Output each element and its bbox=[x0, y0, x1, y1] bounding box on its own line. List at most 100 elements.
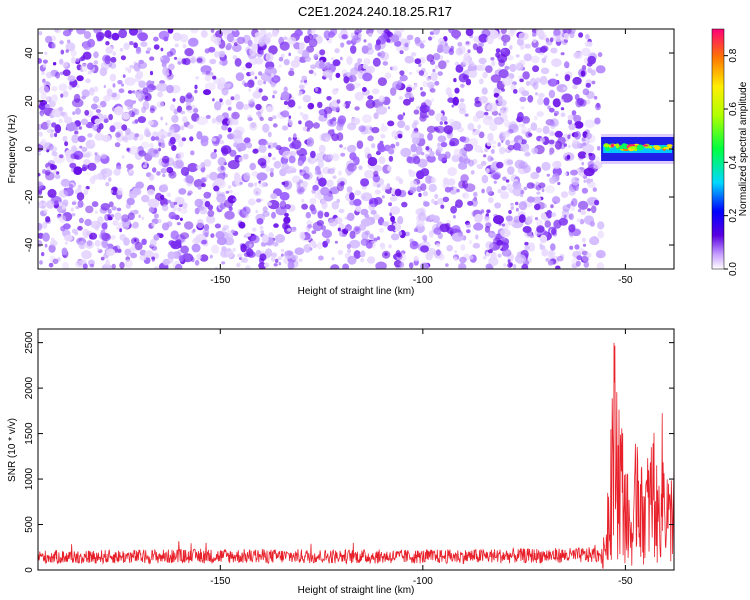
noise-blob bbox=[265, 165, 271, 173]
noise-blob bbox=[577, 200, 589, 210]
noise-blob bbox=[485, 251, 491, 257]
noise-blob bbox=[134, 241, 143, 251]
noise-blob bbox=[249, 162, 256, 171]
noise-blob bbox=[301, 198, 305, 203]
noise-blob bbox=[149, 56, 155, 61]
noise-blob bbox=[337, 170, 343, 176]
noise-blob bbox=[429, 150, 435, 157]
noise-blob bbox=[173, 108, 178, 115]
noise-blob bbox=[167, 199, 172, 204]
noise-blob bbox=[580, 209, 587, 215]
noise-blob bbox=[541, 188, 545, 193]
noise-blob bbox=[426, 125, 436, 133]
noise-blob bbox=[279, 191, 290, 201]
noise-blob bbox=[288, 115, 292, 119]
noise-blob bbox=[190, 57, 196, 64]
noise-blob bbox=[529, 215, 534, 219]
noise-blob bbox=[81, 95, 87, 100]
noise-blob bbox=[68, 183, 74, 190]
noise-blob bbox=[408, 71, 413, 75]
noise-blob bbox=[386, 183, 391, 188]
noise-blob bbox=[550, 243, 556, 251]
noise-blob bbox=[487, 249, 493, 254]
noise-blob bbox=[585, 82, 591, 88]
noise-blob bbox=[459, 256, 467, 264]
noise-blob bbox=[302, 113, 309, 121]
noise-blob bbox=[258, 88, 263, 93]
noise-blob bbox=[204, 82, 216, 91]
noise-blob bbox=[221, 261, 226, 265]
noise-blob bbox=[443, 125, 453, 135]
noise-blob bbox=[538, 92, 545, 99]
noise-blob bbox=[373, 170, 379, 177]
colorbar-label: Normalized spectral amplitude bbox=[738, 81, 749, 216]
noise-blob bbox=[362, 196, 366, 199]
noise-blob bbox=[168, 211, 177, 220]
noise-blob bbox=[216, 237, 227, 246]
noise-blob bbox=[331, 201, 340, 210]
noise-blob bbox=[106, 88, 113, 97]
noise-blob bbox=[127, 212, 135, 221]
noise-blob bbox=[216, 193, 226, 203]
noise-blob bbox=[485, 241, 494, 250]
noise-blob bbox=[420, 245, 429, 253]
noise-blob bbox=[431, 35, 435, 39]
noise-blob bbox=[249, 70, 255, 77]
noise-blob bbox=[255, 249, 262, 258]
noise-blob bbox=[375, 261, 387, 269]
noise-blob bbox=[148, 173, 155, 181]
noise-blob bbox=[243, 103, 249, 111]
noise-blob bbox=[518, 201, 528, 211]
noise-blob bbox=[52, 62, 57, 66]
noise-blob bbox=[489, 122, 498, 132]
noise-blob bbox=[594, 117, 601, 125]
noise-blob bbox=[587, 208, 591, 212]
noise-blob bbox=[550, 212, 557, 217]
snr-plot-area bbox=[38, 342, 674, 569]
noise-blob bbox=[447, 178, 456, 186]
noise-blob bbox=[100, 153, 107, 159]
noise-blob bbox=[544, 185, 555, 194]
noise-blob bbox=[109, 125, 116, 133]
noise-blob bbox=[459, 98, 465, 103]
noise-blob bbox=[101, 134, 111, 143]
snr-series-line bbox=[38, 342, 674, 569]
noise-blob bbox=[73, 166, 83, 176]
noise-blob bbox=[100, 203, 111, 211]
noise-blob bbox=[536, 202, 546, 210]
signal-blob bbox=[666, 144, 673, 148]
noise-blob bbox=[225, 99, 232, 106]
noise-blob bbox=[354, 62, 362, 72]
noise-blob bbox=[46, 200, 55, 209]
noise-blob bbox=[82, 228, 90, 239]
noise-blob bbox=[273, 77, 278, 82]
noise-blob bbox=[492, 233, 497, 237]
noise-blob bbox=[501, 76, 513, 86]
noise-blob bbox=[304, 120, 314, 130]
noise-blob bbox=[166, 51, 174, 57]
noise-blob bbox=[311, 207, 317, 215]
noise-blob bbox=[507, 55, 514, 61]
noise-blob bbox=[280, 253, 284, 257]
noise-blob bbox=[61, 204, 66, 210]
noise-blob bbox=[189, 136, 194, 142]
noise-blob bbox=[530, 122, 538, 131]
noise-blob bbox=[309, 197, 317, 205]
noise-blob bbox=[374, 189, 381, 195]
noise-blob bbox=[116, 187, 124, 196]
noise-blob bbox=[219, 139, 225, 145]
noise-blob bbox=[220, 165, 225, 171]
noise-blob bbox=[64, 234, 73, 242]
noise-blob bbox=[499, 110, 504, 114]
noise-blob bbox=[564, 74, 571, 82]
noise-blob bbox=[185, 105, 193, 111]
noise-blob bbox=[460, 83, 465, 88]
noise-blob bbox=[138, 214, 142, 219]
noise-blob bbox=[200, 135, 209, 143]
noise-blob bbox=[258, 138, 268, 146]
spectrogram-x-label: Height of straight line (km) bbox=[298, 286, 415, 297]
noise-blob bbox=[144, 250, 154, 258]
noise-blob bbox=[239, 181, 243, 185]
noise-blob bbox=[162, 222, 170, 231]
noise-blob bbox=[521, 123, 526, 127]
